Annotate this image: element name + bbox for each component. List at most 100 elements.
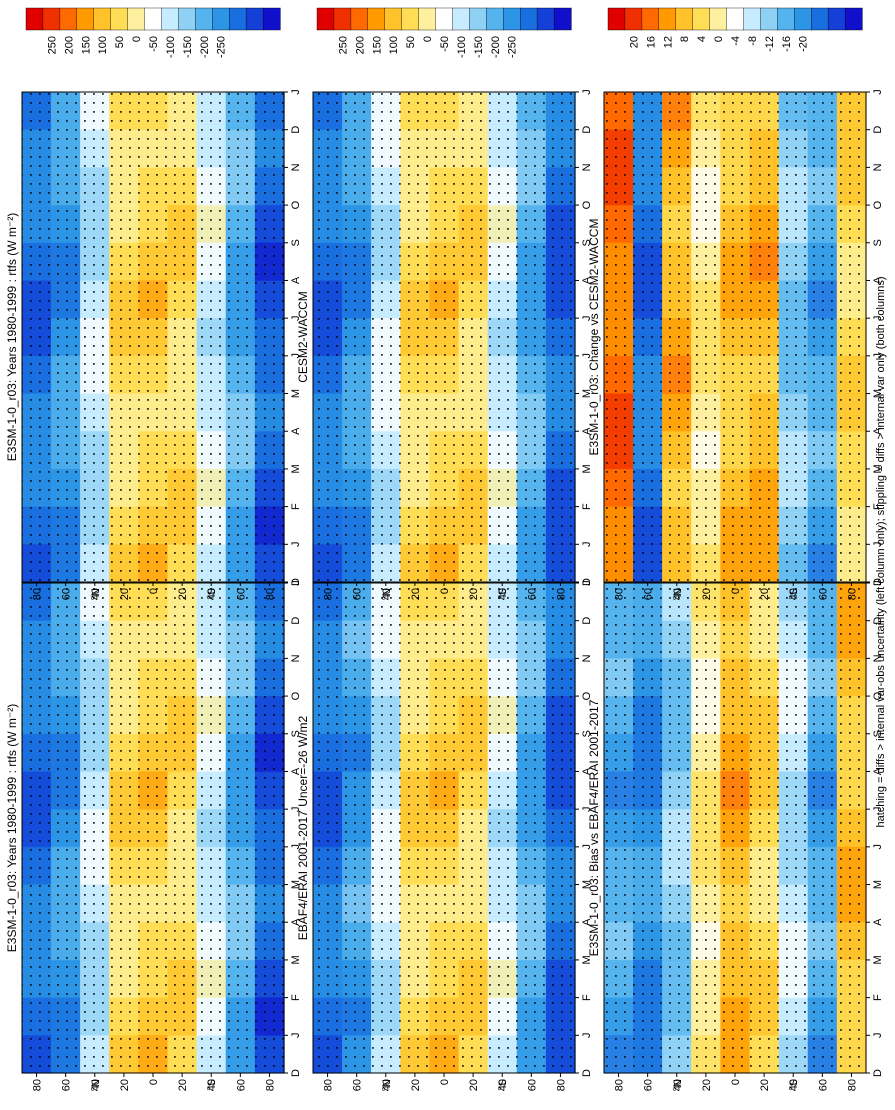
- colorbar-label: 20: [628, 36, 640, 48]
- lat-tick-label: 40: [206, 588, 218, 600]
- lat-tick-label: 80: [555, 588, 567, 600]
- month-tick-label: J: [872, 844, 884, 850]
- panel-1: 80 60 40 20 0 20 40 60 80°N °SDJFMAMJJASONDJE3SM-…: [5, 580, 302, 1091]
- colorbar-swatch: [658, 7, 677, 31]
- month-tick-label: J: [290, 844, 302, 850]
- lat-tick-label: 80: [614, 588, 626, 600]
- colorbar-swatch: [161, 7, 179, 31]
- colorbar-swatch: [25, 7, 44, 31]
- colorbar-swatch: [486, 7, 504, 31]
- month-tick-label: A: [581, 276, 593, 284]
- month-tick-label: J: [581, 353, 593, 359]
- month-tick-label: S: [872, 730, 884, 737]
- stippling: [604, 583, 866, 1073]
- panel-title: E3SM-1-0_r03: Bias vs EBAF4/ERAI 2001-20…: [587, 699, 601, 956]
- month-tick-label: A: [872, 918, 884, 926]
- month-tick-label: F: [290, 503, 302, 510]
- lat-tick-label: 80: [614, 1079, 626, 1091]
- lat-tick-label: 0: [439, 1079, 451, 1085]
- month-tick-label: J: [581, 89, 593, 95]
- colorbar-swatch: [195, 7, 213, 31]
- lat-tick-label: 20: [177, 588, 189, 600]
- month-tick-label: A: [290, 427, 302, 435]
- colorbar-swatch: [844, 7, 863, 31]
- month-tick-label: N: [581, 654, 593, 662]
- month-tick-label: S: [581, 239, 593, 246]
- lat-tick-label: 40: [381, 1079, 393, 1091]
- month-tick-label: N: [872, 163, 884, 171]
- colorbar-label: -100: [456, 36, 468, 58]
- colorbar-swatch: [245, 7, 264, 31]
- colorbar-swatch: [641, 7, 660, 31]
- colorbar-label: 200: [63, 36, 75, 54]
- month-tick-label: J: [290, 353, 302, 359]
- lat-tick-label: 0: [439, 588, 451, 594]
- lat-tick-label: 60: [817, 588, 829, 600]
- colorbar-swatch: [709, 7, 728, 31]
- month-tick-label: O: [581, 200, 593, 209]
- colorbar-swatch: [76, 7, 95, 31]
- month-tick-label: A: [581, 918, 593, 926]
- colorbar-swatch: [316, 7, 335, 31]
- month-tick-label: J: [290, 806, 302, 812]
- month-tick-label: A: [581, 767, 593, 775]
- colorbar-label: -150: [182, 36, 194, 58]
- colorbar-label: -200: [199, 36, 211, 58]
- month-tick-label: D: [872, 578, 884, 586]
- lat-tick-label: 20: [119, 1079, 131, 1091]
- panel-title: E3SM-1-0_r03: Years 1980-1999 : rtfs (W …: [5, 704, 19, 952]
- month-tick-label: D: [290, 617, 302, 625]
- month-tick-label: S: [581, 730, 593, 737]
- month-tick-label: O: [872, 691, 884, 700]
- panel-title: E3SM-1-0_r03: Years 1980-1999 : rtfs (W …: [5, 213, 19, 461]
- lat-tick-label: 60: [526, 588, 538, 600]
- month-tick-label: D: [290, 1069, 302, 1077]
- colorbar-label: 200: [354, 36, 366, 54]
- month-tick-label: F: [581, 994, 593, 1001]
- lat-hemisphere-north: °N: [90, 1079, 102, 1091]
- colorbar-swatch: [692, 7, 711, 31]
- month-tick-label: M: [872, 389, 884, 398]
- stippling: [313, 92, 575, 582]
- month-tick-label: J: [872, 353, 884, 359]
- month-tick-label: A: [872, 276, 884, 284]
- month-tick-label: O: [290, 200, 302, 209]
- month-tick-label: J: [581, 1033, 593, 1039]
- colorbar-label: 150: [80, 36, 92, 54]
- lat-tick-label: 40: [90, 1079, 102, 1091]
- month-tick-label: J: [581, 315, 593, 321]
- lat-tick-label: 80: [264, 588, 276, 600]
- month-tick-label: D: [581, 578, 593, 586]
- colorbar-label: 150: [371, 36, 383, 54]
- month-tick-label: D: [872, 126, 884, 134]
- lat-hemisphere-south: °S: [206, 1079, 218, 1091]
- lat-tick-label: 40: [206, 1079, 218, 1091]
- lat-tick-label: 80: [264, 1079, 276, 1091]
- month-tick-label: M: [872, 464, 884, 473]
- month-tick-label: D: [581, 126, 593, 134]
- lat-tick-label: 20: [759, 588, 771, 600]
- month-tick-label: J: [872, 580, 884, 586]
- month-tick-label: J: [581, 580, 593, 586]
- colorbar-label: -8: [747, 36, 759, 46]
- colorbar-label: 0: [131, 36, 143, 42]
- stippling: [604, 92, 866, 582]
- panel-title: E3SM-1-0_r03: Change vs CESM2-WACCM: [587, 219, 601, 456]
- lat-tick-label: 60: [817, 1079, 829, 1091]
- lat-tick-label: 60: [235, 588, 247, 600]
- colorbar-label: 100: [97, 36, 109, 54]
- colorbar-label: -200: [490, 36, 502, 58]
- month-tick-label: J: [290, 1033, 302, 1039]
- month-tick-label: N: [290, 654, 302, 662]
- stippling: [313, 583, 575, 1073]
- month-tick-label: J: [872, 315, 884, 321]
- month-tick-label: A: [290, 767, 302, 775]
- month-tick-label: A: [872, 767, 884, 775]
- colorbar-swatch: [384, 7, 403, 31]
- month-tick-label: N: [872, 654, 884, 662]
- colorbar-swatch: [503, 7, 521, 31]
- colorbar-swatch: [827, 7, 846, 31]
- lat-tick-label: 40: [381, 588, 393, 600]
- month-tick-label: F: [581, 503, 593, 510]
